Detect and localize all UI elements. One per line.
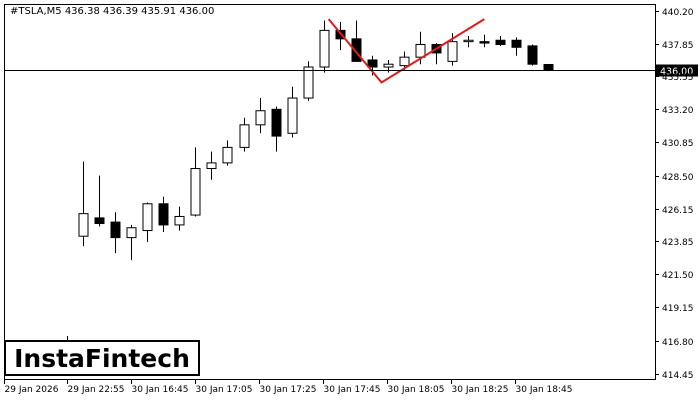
- candle-body-bullish: [463, 39, 474, 43]
- candle-body-bearish: [511, 39, 522, 48]
- candle-body-bullish: [239, 124, 250, 148]
- candle: [142, 202, 153, 242]
- candle-body-bullish: [190, 168, 201, 216]
- candle-body-bullish: [206, 162, 217, 170]
- candle-body-bearish: [271, 108, 282, 137]
- y-tick-label: 423.85: [662, 238, 694, 248]
- pattern-layer: [327, 18, 485, 84]
- candle: [271, 106, 282, 152]
- y-tick-label: 426.15: [662, 206, 694, 216]
- candle: [479, 34, 490, 48]
- y-axis-ticks: 440.20 437.85 435.55 433.20 430.85 428.50 426.…: [655, 8, 694, 381]
- candle: [190, 147, 201, 217]
- price-line-layer: 436.00: [4, 64, 698, 78]
- y-tick-label: 414.45: [662, 371, 694, 381]
- candle-body-bullish: [142, 203, 153, 232]
- x-tick-label: 30 Jan 18:45: [516, 385, 573, 395]
- candle: [303, 61, 314, 101]
- y-tick-label: 440.20: [662, 8, 694, 18]
- candle-body-bearish: [479, 41, 490, 44]
- candle: [94, 175, 105, 227]
- candle: [527, 44, 538, 66]
- x-tick-label: 30 Jan 17:05: [196, 385, 253, 395]
- candle: [511, 37, 522, 56]
- candle-body-bearish: [543, 63, 554, 71]
- candle: [110, 212, 121, 254]
- y-tick-label: 430.85: [662, 139, 694, 149]
- candle: [174, 206, 185, 231]
- y-tick-label: 428.50: [662, 173, 694, 183]
- y-tick-label: 416.80: [662, 338, 694, 348]
- candle-body-bullish: [303, 66, 314, 99]
- x-tick-label: 30 Jan 16:45: [132, 385, 189, 395]
- instafintech-logo: InstaFintech: [4, 340, 200, 376]
- y-tick-label: 435.55: [662, 73, 694, 83]
- y-tick-label: 433.20: [662, 106, 694, 116]
- candle-body-bullish: [287, 97, 298, 134]
- candle-body-bullish: [126, 227, 137, 239]
- candle: [78, 161, 89, 247]
- candle-body-bearish: [158, 203, 169, 226]
- x-axis-ticks: 29 Jan 2026 29 Jan 22:55 30 Jan 16:45 30 Ja…: [4, 336, 573, 395]
- current-price-label: 436.00: [660, 67, 693, 78]
- candle-body-bullish: [399, 56, 410, 67]
- candle-body-bearish: [367, 59, 378, 68]
- candle-body-bearish: [94, 217, 105, 225]
- current-price-label-bg: [656, 64, 698, 77]
- logo-text: InstaFintech: [14, 343, 190, 373]
- x-tick-label: 29 Jan 22:55: [68, 385, 125, 395]
- symbol-header: #TSLA,M5 436.38 436.39 435.91 436.00: [10, 6, 214, 17]
- x-tick-label: 29 Jan 2026: [5, 385, 59, 395]
- candle-body-bullish: [174, 215, 185, 226]
- y-tick-label: 421.50: [662, 271, 694, 281]
- candle-body-bearish: [351, 38, 362, 62]
- candle-body-bullish: [222, 146, 233, 164]
- candle: [222, 140, 233, 166]
- candle: [543, 63, 554, 72]
- x-tick-label: 30 Jan 17:45: [324, 385, 381, 395]
- candle-body-bullish: [255, 110, 266, 126]
- candle-body-bullish: [383, 63, 394, 68]
- candle: [126, 224, 137, 261]
- candle: [255, 98, 266, 134]
- candle-body-bearish: [110, 221, 121, 239]
- candle-body-bearish: [527, 45, 538, 65]
- candle: [319, 20, 330, 73]
- candle-body-bullish: [447, 41, 458, 62]
- candles-layer: [78, 20, 554, 261]
- double-top-pattern-line: [327, 18, 485, 84]
- candle: [158, 196, 169, 232]
- candle-body-bullish: [319, 29, 330, 68]
- candle: [206, 151, 217, 180]
- y-tick-label: 419.15: [662, 304, 694, 314]
- candle: [239, 117, 250, 152]
- candle: [463, 36, 474, 48]
- candle-body-bullish: [415, 43, 426, 58]
- candle: [399, 51, 410, 70]
- x-tick-label: 30 Jan 18:25: [452, 385, 509, 395]
- y-tick-label: 437.85: [662, 41, 694, 51]
- candle: [287, 86, 298, 138]
- candle-body-bullish: [78, 213, 89, 237]
- x-tick-label: 30 Jan 17:25: [260, 385, 317, 395]
- candle: [351, 20, 362, 62]
- candle: [495, 36, 506, 46]
- x-tick-label: 30 Jan 18:05: [388, 385, 445, 395]
- candle-body-bearish: [495, 39, 506, 45]
